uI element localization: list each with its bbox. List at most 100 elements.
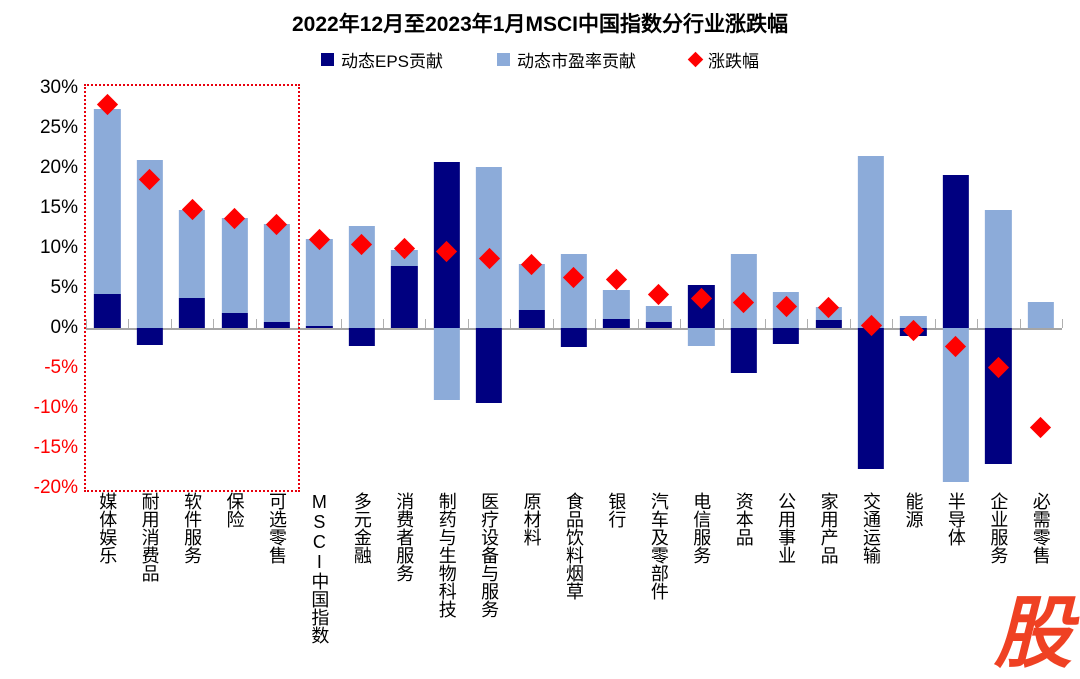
axis-tick-mark xyxy=(892,319,894,328)
axis-tick-mark xyxy=(764,319,766,328)
bar-group[interactable] xyxy=(256,88,298,488)
legend-swatch-icon xyxy=(497,53,511,66)
bar-group[interactable] xyxy=(807,88,849,488)
bar-group[interactable] xyxy=(892,88,934,488)
bar-segment-eps xyxy=(475,328,503,404)
y-axis-tick-label: -20% xyxy=(33,477,78,498)
axis-tick-mark xyxy=(340,319,342,328)
legend-label: 动态EPS贡献 xyxy=(340,52,444,71)
bar-segment-pe xyxy=(263,224,291,322)
x-axis-label: 制药与生物科技 xyxy=(436,492,457,618)
bar-segment-pe xyxy=(221,218,248,313)
legend-item[interactable]: 涨跌幅 xyxy=(687,47,760,72)
axis-tick-mark xyxy=(213,319,215,328)
chart-title: 2022年12月至2023年1月MSCI中国指数分行业涨跌幅 xyxy=(292,13,788,36)
bar-group[interactable] xyxy=(468,88,510,488)
axis-tick-mark xyxy=(170,319,172,328)
bar-group[interactable] xyxy=(977,88,1019,488)
bar-segment-eps xyxy=(348,328,375,346)
axis-tick-mark xyxy=(807,319,809,328)
bar-group[interactable] xyxy=(935,88,977,488)
bar-group[interactable] xyxy=(213,88,255,488)
bar-segment-eps xyxy=(730,328,757,373)
bar-group[interactable] xyxy=(171,88,213,488)
bar-segment-eps xyxy=(94,293,121,328)
x-axis-label: 电信服务 xyxy=(691,492,712,564)
bar-segment-eps xyxy=(518,309,545,328)
bar-segment-eps xyxy=(178,298,206,328)
x-axis-label: 软件服务 xyxy=(182,492,203,564)
axis-tick-mark xyxy=(934,319,936,328)
bar-group[interactable] xyxy=(383,88,425,488)
axis-tick-mark xyxy=(680,319,682,328)
change-marker xyxy=(648,283,670,305)
axis-tick-mark xyxy=(722,319,724,328)
x-axis-label: 多元金融 xyxy=(351,492,372,564)
bar-group[interactable] xyxy=(553,88,595,488)
bar-group[interactable] xyxy=(595,88,637,488)
bar-group[interactable] xyxy=(86,88,128,488)
bar-segment-pe xyxy=(603,290,630,320)
bar-segment-eps xyxy=(815,320,842,328)
bar-segment-pe xyxy=(985,210,1012,328)
bar-segment-eps xyxy=(857,328,885,469)
bar-segment-eps xyxy=(136,328,163,345)
watermark-logo: 股 xyxy=(993,588,1072,679)
axis-tick-mark xyxy=(510,319,512,328)
legend-item[interactable]: 动态市盈率贡献 xyxy=(497,47,636,72)
bar-group[interactable] xyxy=(341,88,383,488)
bar-segment-pe xyxy=(94,108,121,294)
legend-item[interactable]: 动态EPS贡献 xyxy=(320,47,444,72)
bar-group[interactable] xyxy=(850,88,892,488)
x-axis-label: 交通运输 xyxy=(861,492,882,564)
legend-label: 涨跌幅 xyxy=(708,52,760,71)
legend-diamond-icon xyxy=(687,51,704,68)
axis-tick-mark xyxy=(1062,319,1063,328)
axis-tick-mark xyxy=(86,319,87,328)
legend-swatch-icon xyxy=(320,53,334,66)
bar-group[interactable] xyxy=(723,88,765,488)
bar-segment-pe xyxy=(730,254,757,328)
bar-segment-eps xyxy=(221,312,248,328)
bar-segment-pe xyxy=(857,156,885,328)
bar-group[interactable] xyxy=(425,88,467,488)
x-axis-label: 资本品 xyxy=(733,492,754,546)
bar-group[interactable] xyxy=(638,88,680,488)
axis-tick-mark xyxy=(977,319,979,328)
axis-tick-mark xyxy=(425,319,427,328)
bar-segment-eps xyxy=(603,319,630,328)
bar-group[interactable] xyxy=(1020,88,1062,488)
bar-group[interactable] xyxy=(510,88,552,488)
axis-tick-mark xyxy=(595,319,597,328)
bar-group[interactable] xyxy=(765,88,807,488)
axis-tick-mark xyxy=(467,319,469,328)
x-axis-label: 企业服务 xyxy=(988,492,1009,564)
x-axis-label: 保险 xyxy=(224,492,245,528)
y-axis-tick-label: 10% xyxy=(39,237,78,258)
x-axis-label: 消费者服务 xyxy=(394,492,415,582)
y-axis-tick-label: 30% xyxy=(39,77,78,98)
bar-group[interactable] xyxy=(680,88,722,488)
bar-segment-eps xyxy=(306,325,333,328)
y-axis-tick-label: -5% xyxy=(44,357,78,378)
bar-segment-pe xyxy=(1027,302,1054,328)
bar-group[interactable] xyxy=(128,88,170,488)
bar-segment-eps xyxy=(391,265,418,328)
axis-tick-mark xyxy=(849,319,851,328)
legend-label: 动态市盈率贡献 xyxy=(517,52,637,71)
axis-tick-mark xyxy=(383,319,385,328)
x-axis-label: 媒体娱乐 xyxy=(97,492,118,564)
x-axis-category-labels: 媒体娱乐 耐用消费品 软件服务 保险 可选零售 MSCI中国指数 多元金融 消费者服务 制药与生… xyxy=(86,492,1062,667)
axis-tick-mark xyxy=(128,319,130,328)
x-axis-label: 汽车及零部件 xyxy=(648,492,669,600)
plot-area xyxy=(84,84,1063,492)
change-marker xyxy=(605,268,628,290)
x-axis-label: 原材料 xyxy=(521,492,542,546)
y-axis-tick-label: 20% xyxy=(39,157,78,178)
axis-tick-mark xyxy=(637,319,639,328)
bar-group[interactable] xyxy=(298,88,340,488)
x-axis-label: 能源 xyxy=(903,492,924,528)
y-axis-tick-label: 0% xyxy=(50,317,78,338)
x-axis-label: MSCI中国指数 xyxy=(309,492,330,644)
